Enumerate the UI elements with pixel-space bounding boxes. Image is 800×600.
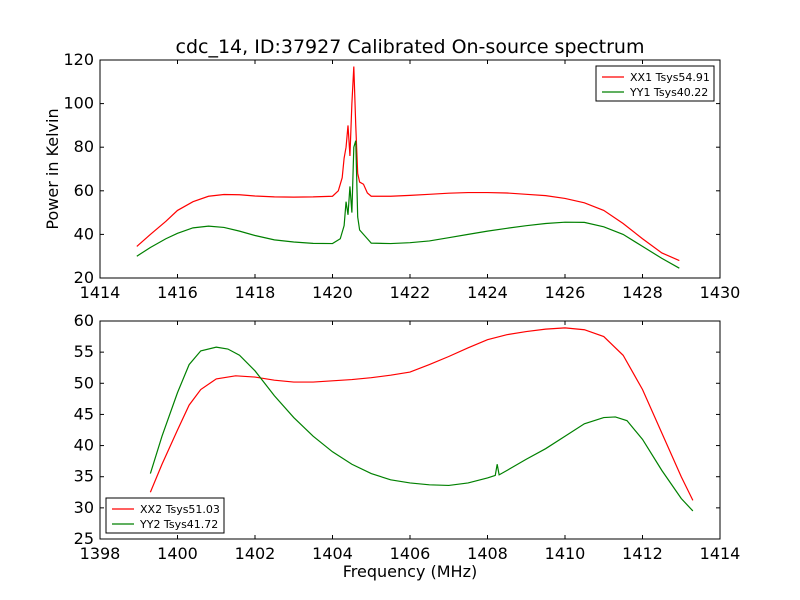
y-tick-label: 60 [74,181,94,200]
series-line-1 [149,327,694,501]
legend-label: YY2 Tsys41.72 [139,518,218,531]
y-tick-label: 60 [74,311,94,330]
x-tick-label: 1430 [700,283,741,302]
x-tick-label: 1426 [545,283,586,302]
x-tick-label: 1408 [467,544,508,563]
y-tick-label: 35 [74,467,94,486]
x-tick-label: 1420 [312,283,353,302]
x-tick-label: 1414 [80,283,121,302]
x-tick-label: 1414 [700,544,741,563]
y-tick-label: 100 [63,94,94,113]
x-tick-label: 1428 [622,283,663,302]
x-axis-label: Frequency (MHz) [343,562,477,581]
x-tick-label: 1400 [157,544,198,563]
x-tick-label: 1402 [235,544,276,563]
series-line-1 [136,66,680,262]
x-tick-label: 1418 [235,283,276,302]
y-tick-label: 30 [74,498,94,517]
legend: XX1 Tsys54.91 YY1 Tsys40.22 [595,65,715,102]
x-tick-label: 1406 [390,544,431,563]
y-tick-label: 80 [74,137,94,156]
legend-label: YY1 Tsys40.22 [629,86,708,99]
y-tick-label: 40 [74,436,94,455]
y-tick-label: 50 [74,373,94,392]
y-tick-label: 120 [63,50,94,69]
legend-label: XX2 Tsys51.03 [140,503,220,516]
x-tick-label: 1410 [545,544,586,563]
y-tick-label: 55 [74,342,94,361]
chart-title: cdc_14, ID:37927 Calibrated On-source sp… [176,36,645,58]
legend: XX2 Tsys51.03 YY2 Tsys41.72 [105,497,225,534]
series-line-2 [136,140,680,269]
x-tick-label: 1404 [312,544,353,563]
x-tick-label: 1422 [390,283,431,302]
x-tick-label: 1412 [622,544,663,563]
x-tick-label: 1424 [467,283,508,302]
series-line-2 [149,346,694,512]
y-tick-label: 40 [74,224,94,243]
x-tick-label: 1416 [157,283,198,302]
legend-label: XX1 Tsys54.91 [630,71,710,84]
x-tick-label: 1398 [80,544,121,563]
top-panel: 1414 1416 1418 1420 1422 1424 1426 1428 1430 20 40… [43,50,740,302]
y-tick-label: 25 [74,529,94,548]
bottom-panel: 1398 1400 1402 1404 1406 1408 1410 1412 1414 25 30… [74,311,741,563]
y-tick-label: 20 [74,268,94,287]
y-tick-label: 45 [74,404,94,423]
y-axis-label: Power in Kelvin [43,108,62,229]
